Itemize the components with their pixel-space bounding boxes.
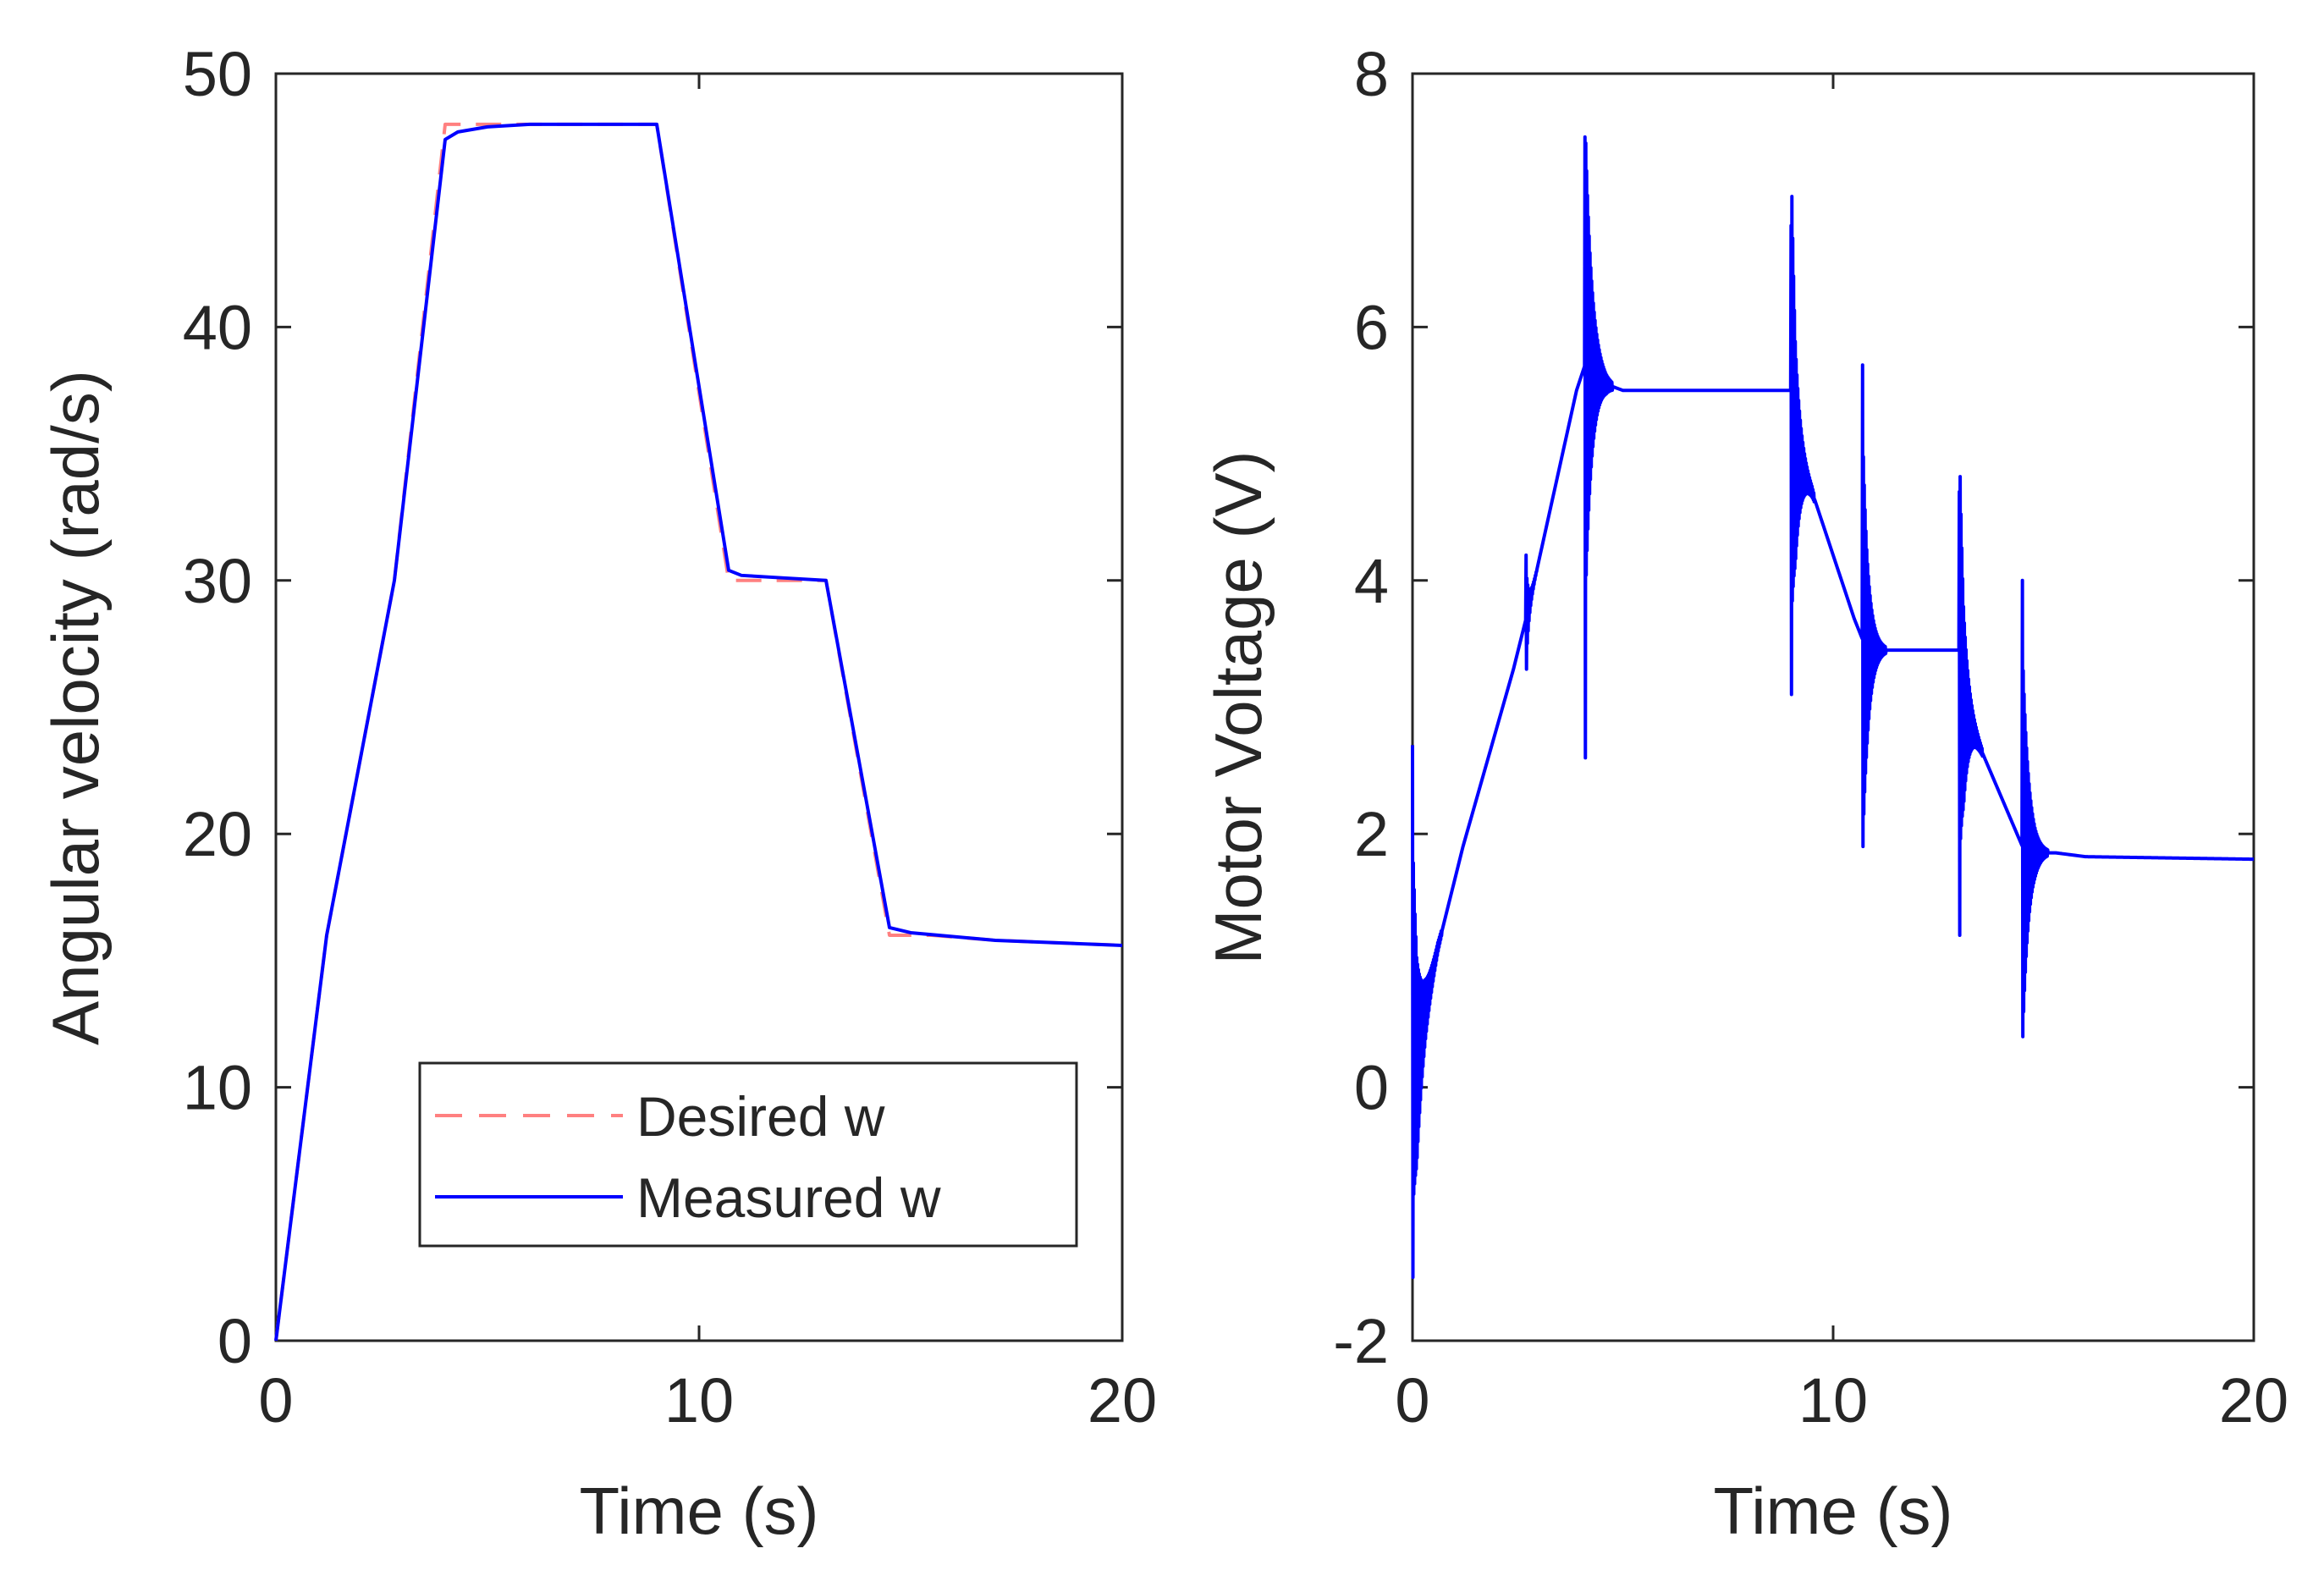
right-y-tick-label: 4 xyxy=(1354,546,1389,616)
right-axes-frame xyxy=(1411,72,2255,1342)
right-series-line-motor-voltage xyxy=(1411,135,2255,1280)
right-x-tick-label: 20 xyxy=(2219,1365,2288,1435)
right-y-tick-label: -2 xyxy=(1333,1306,1389,1376)
left-y-axis-label: Angular velocity (rad/s) xyxy=(38,370,113,1045)
right-y-tick-label: 8 xyxy=(1354,39,1389,109)
left-x-tick-label: 20 xyxy=(1088,1365,1157,1435)
left-y-tick-label: 0 xyxy=(218,1306,252,1376)
left-x-tick-label: 0 xyxy=(258,1365,293,1435)
angular-velocity-chart: 0 10 20 0 10 20 30 40 50 Time (s) Angular veloci… xyxy=(38,39,1157,1548)
left-y-tick-label: 30 xyxy=(183,546,252,616)
left-y-tick-label: 40 xyxy=(183,292,252,362)
right-x-tick-label: 10 xyxy=(1798,1365,1868,1435)
left-y-tick-label: 10 xyxy=(183,1053,252,1123)
legend: Desired w Measured w xyxy=(418,1061,1078,1248)
legend-desired-label: Desired w xyxy=(636,1085,885,1148)
left-y-tick-label: 50 xyxy=(183,39,252,109)
legend-box xyxy=(418,1061,1078,1248)
right-x-axis-label: Time (s) xyxy=(1713,1474,1952,1548)
left-x-axis-label: Time (s) xyxy=(579,1474,818,1548)
right-y-tick-label: 2 xyxy=(1354,799,1389,869)
right-series-group xyxy=(1411,135,2255,1280)
right-x-tick-label: 0 xyxy=(1395,1365,1429,1435)
left-y-tick-label: 20 xyxy=(183,799,252,869)
right-y-tick-label: 0 xyxy=(1354,1053,1389,1123)
left-x-tick-label: 10 xyxy=(664,1365,734,1435)
left-series-line-measured-w xyxy=(274,122,1123,1342)
right-y-tick-label: 6 xyxy=(1354,292,1389,362)
left-series-group xyxy=(274,122,1123,1342)
left-ticks: 0 10 20 0 10 20 30 40 50 xyxy=(183,39,1157,1435)
right-y-axis-label: Motor Voltage (V) xyxy=(1201,451,1275,965)
legend-measured-label: Measured w xyxy=(636,1166,941,1229)
